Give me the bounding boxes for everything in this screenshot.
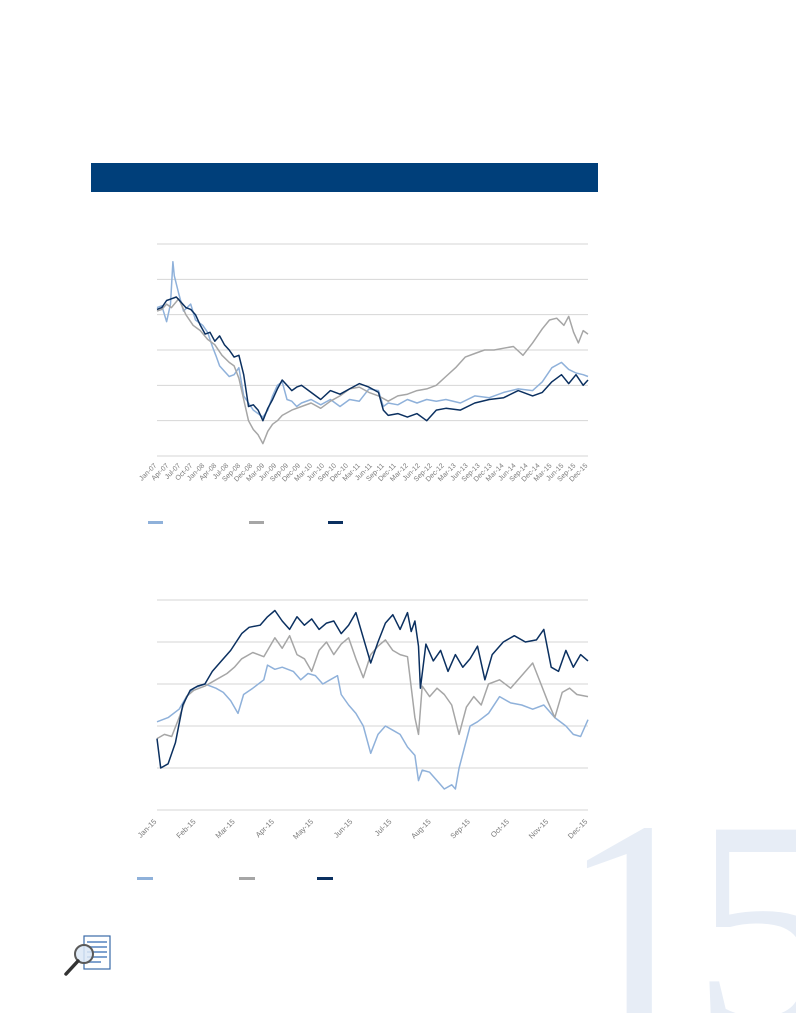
x-tick-label: Oct-15: [489, 817, 511, 839]
section-header-bar: [91, 163, 598, 192]
x-tick-label: May-15: [291, 817, 315, 841]
legend-swatch-light-blue: [137, 877, 153, 880]
series-line-light-blue: [156, 664, 589, 790]
x-tick-label: Aug-15: [409, 817, 432, 840]
legend-swatch-dark-blue: [317, 877, 333, 880]
magnifier-over-document-icon: [64, 935, 111, 976]
x-tick-label: Dec-15: [566, 817, 589, 840]
series-line-grey: [156, 634, 589, 740]
x-tick-label: Feb-15: [174, 817, 197, 840]
x-tick-label: Mar-15: [214, 817, 237, 840]
x-tick-label: Sep-15: [448, 817, 471, 840]
legend-swatch-light-blue: [148, 521, 163, 524]
x-tick-label: Jan-15: [136, 817, 159, 840]
long-term-line-chart: Jan-07Apr-07Jul-07Oct-07Jan-08Apr-08Jul-…: [138, 243, 589, 483]
page-number-watermark: 15: [560, 775, 796, 1013]
legend-swatch-dark-blue: [328, 521, 343, 524]
legend-swatch-grey: [249, 521, 264, 524]
x-tick-label: Jul-15: [373, 817, 394, 838]
x-tick-label: Jun-15: [332, 817, 355, 840]
series-line-light-blue: [156, 260, 589, 418]
legend-swatch-grey: [239, 877, 255, 880]
x-tick-label: Nov-15: [527, 817, 550, 840]
series-line-dark-blue: [156, 609, 589, 769]
x-tick-label: Apr-15: [254, 817, 276, 839]
year-2015-line-chart: Jan-15 Feb-15 Mar-15 Apr-15 May-15 Jun-15 Jul-…: [136, 599, 589, 841]
series-line-dark-blue: [156, 296, 589, 422]
